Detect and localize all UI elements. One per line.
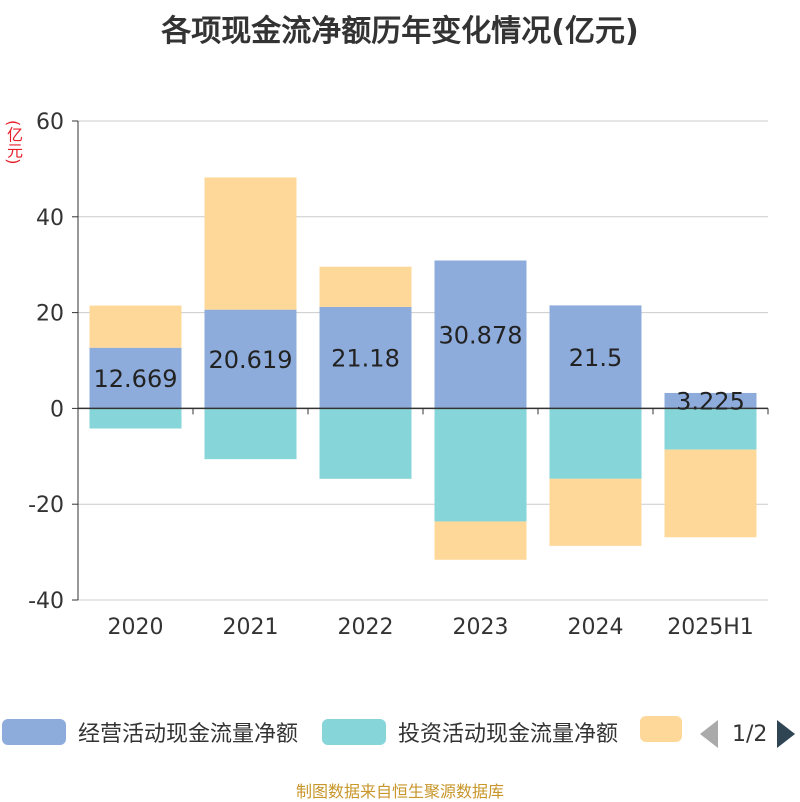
legend-item-third[interactable] <box>640 716 682 742</box>
bar-2021-series-1 <box>204 408 297 460</box>
bar-2024-series-0 <box>549 305 642 409</box>
bar-2023-series-2 <box>434 521 527 560</box>
x-tick-label: 2023 <box>453 615 509 640</box>
y-tick-label: 0 <box>50 397 64 422</box>
y-tick-label: -20 <box>28 493 64 518</box>
legend: 经营活动现金流量净额 投资活动现金流量净额 1/2 <box>0 716 800 756</box>
bar-2024-series-1 <box>549 408 642 479</box>
legend-pager: 1/2 <box>700 720 796 748</box>
bar-2025H1-series-1 <box>664 408 757 450</box>
y-axis-unit: (亿元) <box>4 120 23 165</box>
x-tick-label: 2020 <box>108 615 164 640</box>
y-tick-label: 60 <box>36 110 64 135</box>
x-tick-label: 2021 <box>223 615 279 640</box>
data-label: 21.5 <box>569 344 622 372</box>
data-label: 3.225 <box>676 388 745 416</box>
y-tick-label: -40 <box>28 589 64 614</box>
x-tick-label: 2022 <box>338 615 394 640</box>
bar-2023-series-1 <box>434 408 527 522</box>
legend-swatch-operating <box>2 719 66 745</box>
legend-swatch-third <box>640 716 682 742</box>
legend-prev-arrow-icon[interactable] <box>700 720 718 748</box>
data-label: 20.619 <box>209 346 293 374</box>
bar-2020-series-2 <box>89 305 182 348</box>
bar-2025H1-series-2 <box>664 449 757 538</box>
bar-2025H1-series-0 <box>664 392 757 409</box>
legend-swatch-investing <box>322 719 386 745</box>
bar-2022-series-0 <box>319 306 412 409</box>
bar-2023-series-0 <box>434 260 527 409</box>
legend-item-operating[interactable]: 经营活动现金流量净额 <box>2 716 298 748</box>
y-tick-label: 40 <box>36 206 64 231</box>
x-tick-label: 2024 <box>568 615 624 640</box>
bar-2021-series-0 <box>204 309 297 409</box>
legend-label-investing: 投资活动现金流量净额 <box>398 722 619 747</box>
data-source-note: 制图数据来自恒生聚源数据库 <box>295 782 504 801</box>
bar-2020-series-1 <box>89 408 182 429</box>
bar-2020-series-0 <box>89 347 182 409</box>
y-tick-label: 20 <box>36 302 64 327</box>
legend-label-operating: 经营活动现金流量净额 <box>78 722 299 747</box>
legend-next-arrow-icon[interactable] <box>777 720 796 748</box>
data-label: 30.878 <box>439 321 523 349</box>
legend-item-investing[interactable]: 投资活动现金流量净额 <box>322 716 618 748</box>
bar-2022-series-1 <box>319 408 412 479</box>
data-label: 12.669 <box>94 365 178 393</box>
data-label: 21.18 <box>331 345 400 373</box>
legend-page-indicator: 1/2 <box>732 721 768 747</box>
bar-2021-series-2 <box>204 177 297 310</box>
x-tick-label: 2025H1 <box>667 615 754 640</box>
bar-2024-series-2 <box>549 478 642 546</box>
chart-title: 各项现金流净额历年变化情况(亿元) <box>161 14 639 49</box>
bar-2022-series-2 <box>319 266 412 307</box>
